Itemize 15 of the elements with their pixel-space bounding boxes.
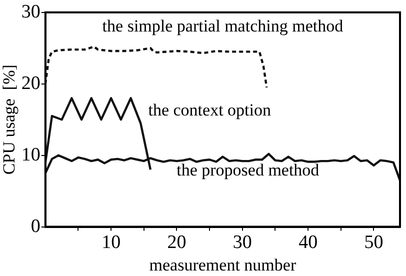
- x-tick-label: 20: [167, 232, 186, 254]
- x-tick-label: 50: [364, 232, 384, 254]
- y-tick-label: 30: [21, 1, 40, 22]
- series-label: the proposed method: [176, 160, 320, 180]
- y-tick-label: 10: [21, 144, 40, 166]
- x-tick-label: 40: [298, 232, 318, 254]
- series-label: the simple partial matching method: [102, 16, 344, 36]
- line-series: [45, 46, 268, 89]
- x-axis-title: measurement number: [149, 255, 296, 274]
- y-tick-label: 0: [30, 216, 40, 237]
- y-tick-label: 20: [21, 72, 40, 94]
- x-tick-label: 10: [102, 232, 121, 254]
- y-axis-title: CPU usage [%]: [0, 64, 19, 175]
- x-tick-label: 30: [232, 232, 252, 254]
- series-label: the context option: [148, 100, 272, 120]
